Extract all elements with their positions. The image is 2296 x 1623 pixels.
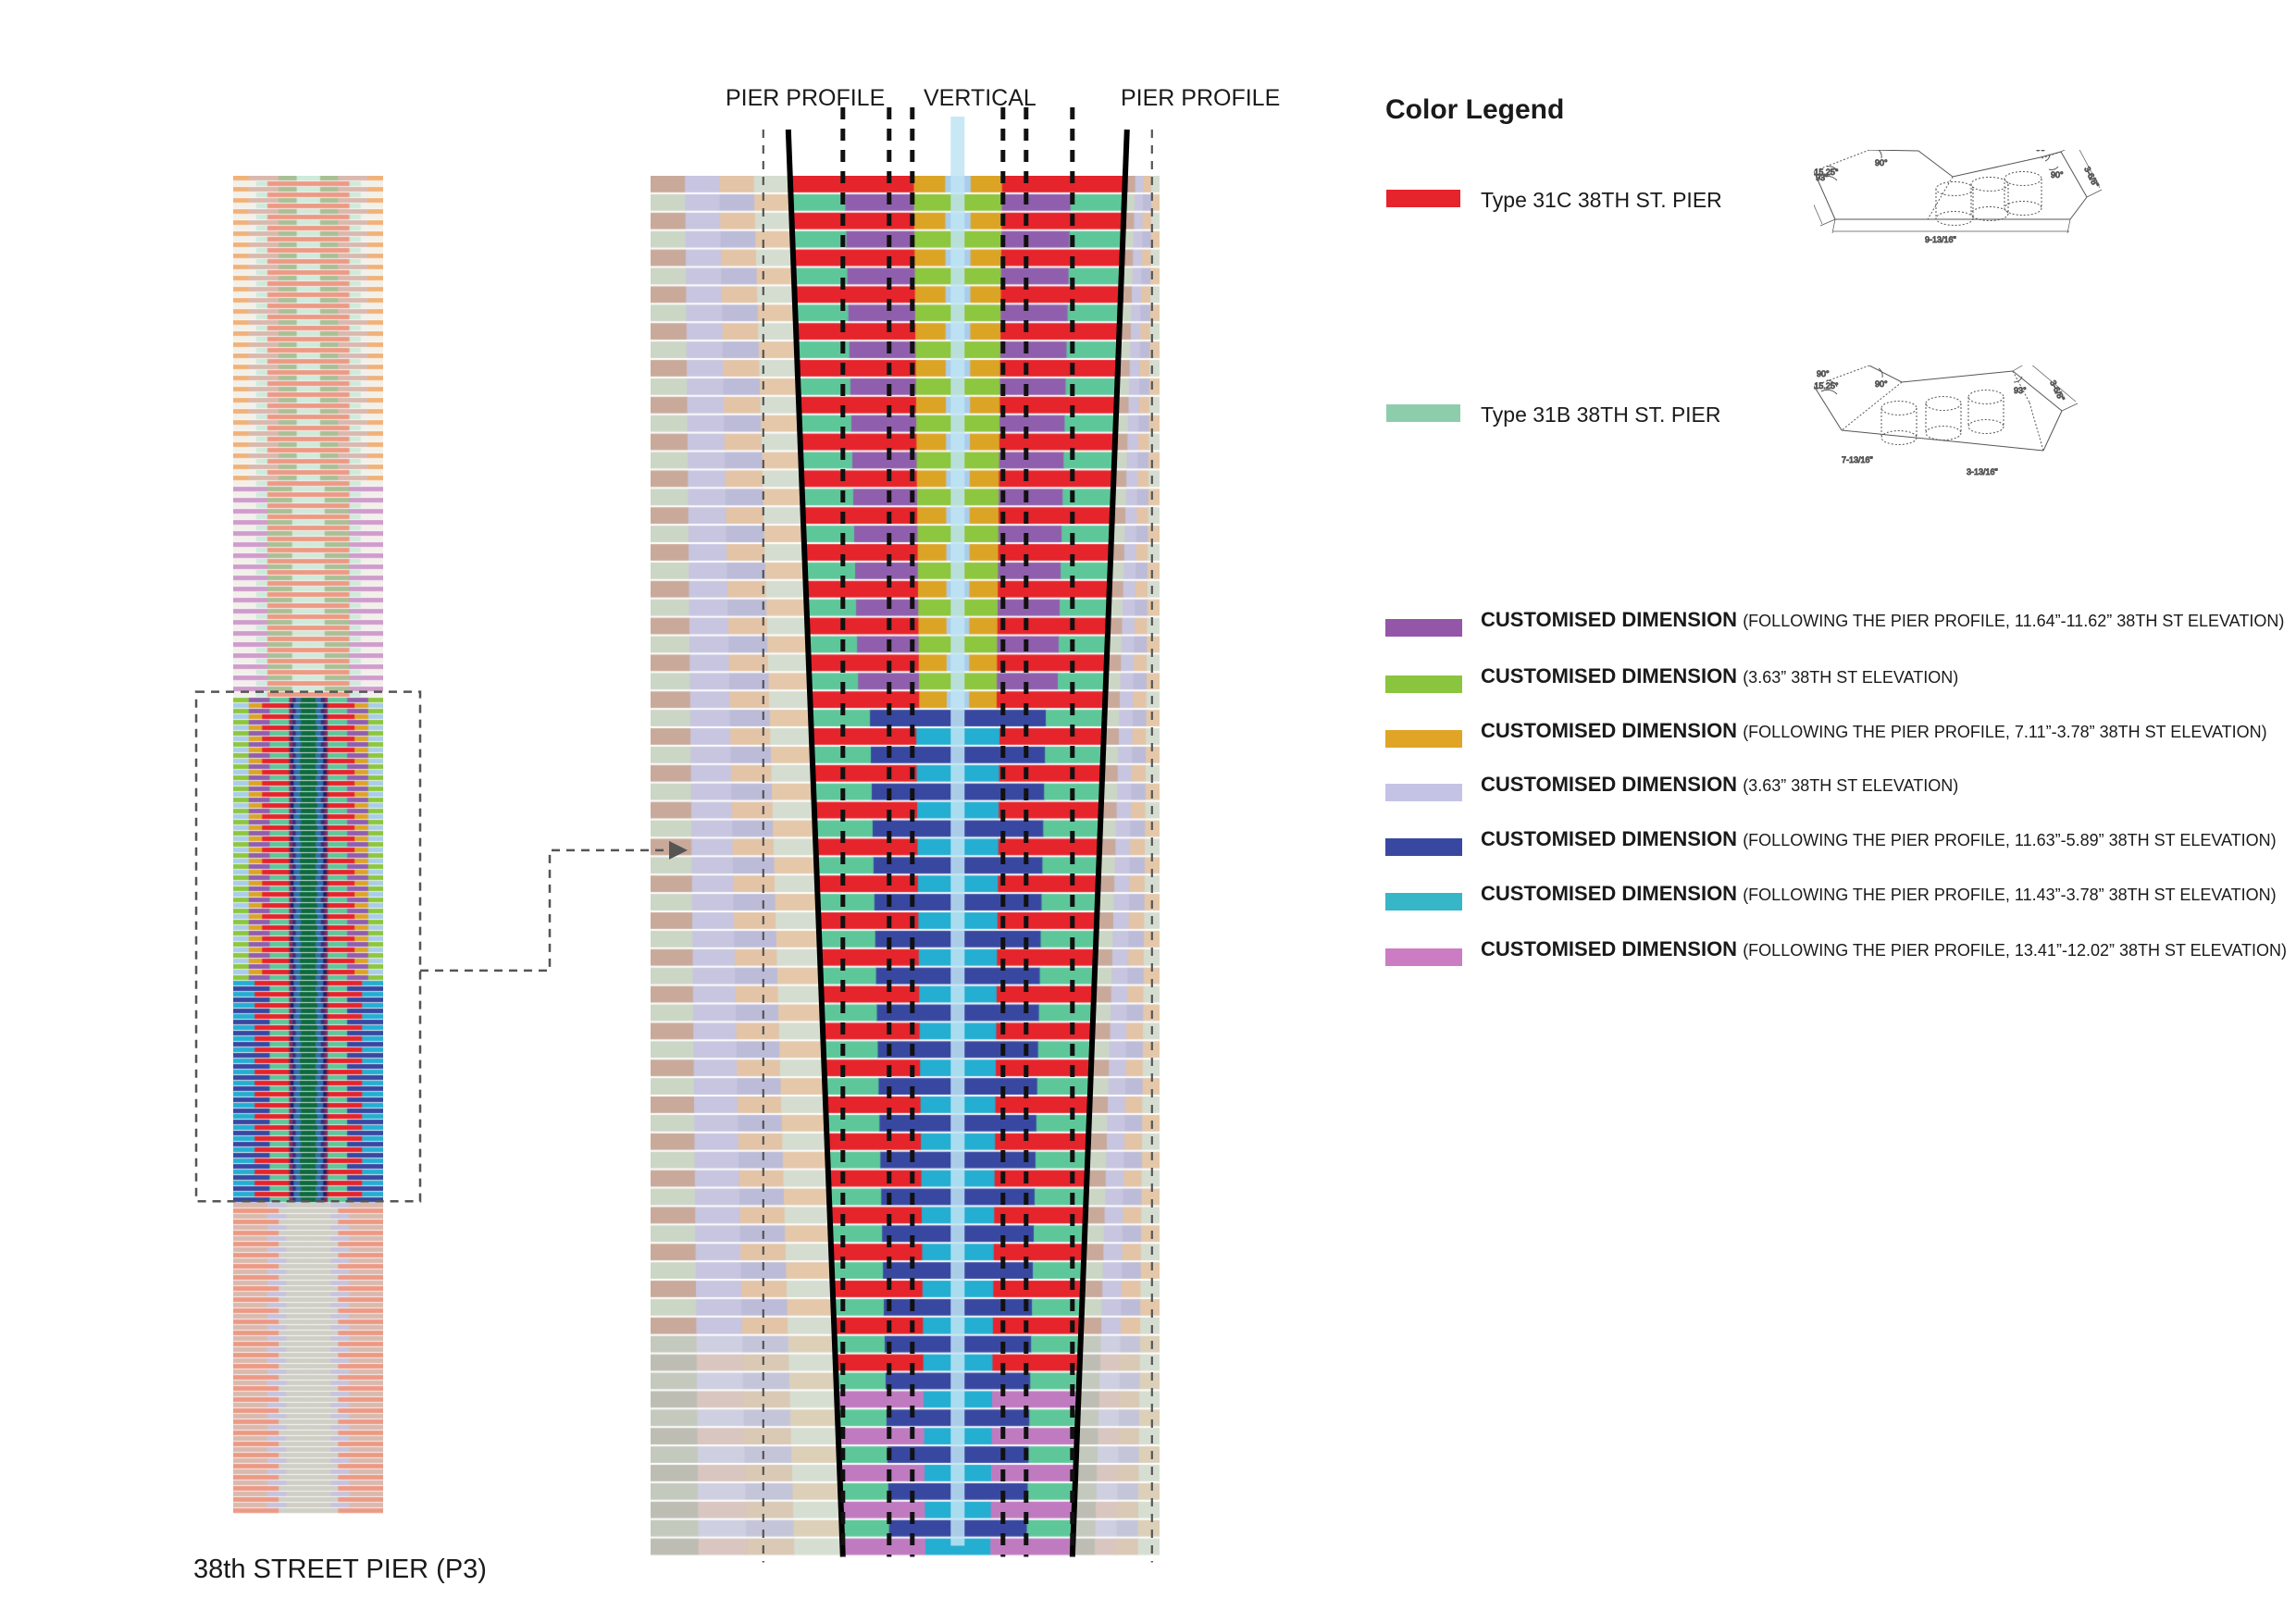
- svg-text:7-13/16": 7-13/16": [1842, 455, 1873, 465]
- svg-text:3-6/8": 3-6/8": [2048, 378, 2066, 403]
- svg-text:90°: 90°: [2036, 150, 2049, 153]
- svg-text:90°: 90°: [1875, 379, 1888, 389]
- svg-text:90°: 90°: [1875, 158, 1888, 167]
- svg-text:115.25°: 115.25°: [1814, 167, 1839, 177]
- svg-text:3-6/8": 3-6/8": [2082, 165, 2101, 189]
- svg-text:3-13/16": 3-13/16": [1967, 467, 1998, 477]
- svg-text:90°: 90°: [2051, 170, 2064, 180]
- svg-text:90°: 90°: [1817, 369, 1830, 378]
- svg-text:115.25°: 115.25°: [1814, 381, 1839, 390]
- svg-text:93°: 93°: [2014, 386, 2027, 395]
- svg-text:9-13/16": 9-13/16": [1925, 235, 1956, 244]
